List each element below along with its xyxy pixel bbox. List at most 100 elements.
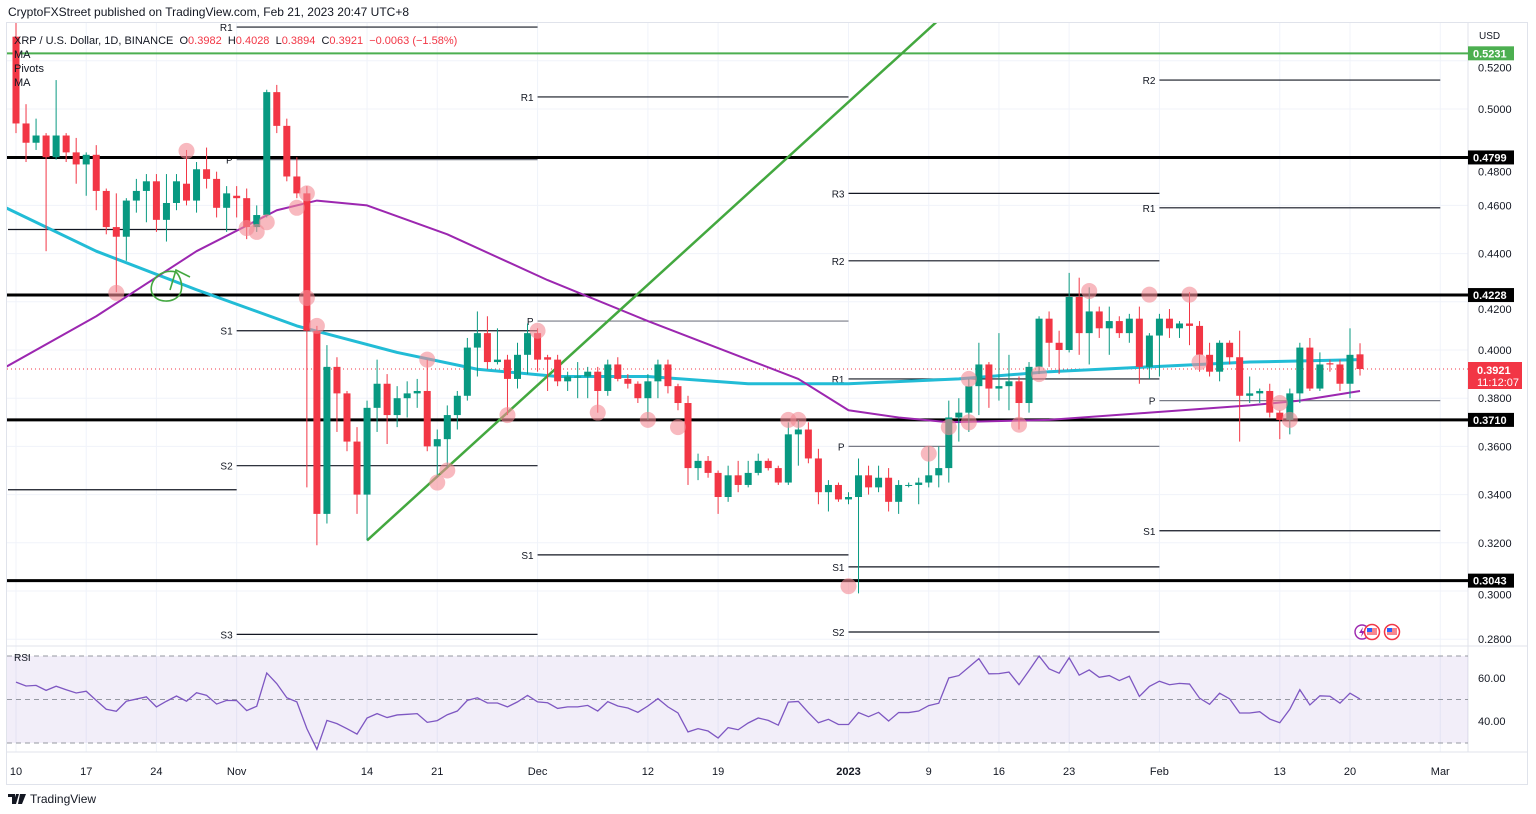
candle-body	[865, 475, 873, 488]
candle-body	[1065, 296, 1073, 350]
candle	[804, 422, 812, 464]
indicator-ma-2[interactable]: MA	[14, 77, 31, 89]
candles	[12, 23, 1364, 594]
candle	[443, 405, 451, 469]
candle-body	[1105, 321, 1113, 329]
candle-body	[22, 123, 30, 143]
candle	[724, 465, 732, 502]
level-badges: 0.5231 0.4799 0.4228 0.3710 0.3043	[1468, 46, 1514, 588]
candle-body	[1346, 354, 1354, 384]
event-icons[interactable]	[1354, 623, 1401, 641]
candle-body	[915, 482, 923, 485]
candle-body	[493, 359, 501, 363]
candle-body	[975, 364, 983, 387]
indicator-pivots[interactable]: Pivots	[14, 63, 44, 75]
pivot-label: R2	[1143, 76, 1156, 87]
candle-body	[1316, 364, 1324, 389]
currency-label: USD	[1479, 31, 1500, 42]
candle	[905, 482, 913, 488]
candle-body	[1045, 318, 1053, 343]
candle-body	[1155, 318, 1163, 336]
chart-legend: XRP / U.S. Dollar, 1D, BINANCE O0.3982 H…	[14, 34, 457, 90]
lightning-glyph	[1359, 627, 1365, 637]
candle	[62, 133, 70, 163]
price-tick-label: 0.5000	[1478, 104, 1512, 116]
candle	[1356, 343, 1364, 376]
candle	[233, 186, 241, 218]
horizontal-levels[interactable]	[7, 52, 1468, 583]
time-axis[interactable]: 10 17 24 Nov 14 21 Dec 12 19 2023 9 16 23 Feb 13 20 Mar	[10, 766, 1450, 778]
candle	[92, 145, 100, 211]
indicator-ma-1[interactable]: MA	[14, 49, 31, 61]
time-tick-label: 9	[926, 766, 932, 778]
candle-body	[895, 484, 903, 502]
candle	[985, 362, 993, 408]
candle	[42, 133, 50, 252]
symbol-row[interactable]: XRP / U.S. Dollar, 1D, BINANCE O0.3982 H…	[14, 34, 457, 48]
candle-body	[313, 330, 321, 514]
touch-marker	[499, 407, 516, 424]
candle	[112, 193, 120, 293]
candle	[72, 137, 80, 184]
candle-body	[694, 460, 702, 469]
candle	[975, 342, 983, 416]
candle	[1065, 272, 1073, 353]
candle	[714, 470, 722, 514]
price-tick-label: 0.4400	[1478, 249, 1512, 261]
candle-body	[875, 477, 883, 488]
pivot-label: P	[838, 442, 845, 453]
time-tick-label: 2023	[836, 766, 860, 778]
candle	[1035, 316, 1043, 375]
time-tick-label: 10	[10, 766, 22, 778]
candle	[403, 381, 411, 418]
candle-body	[1226, 342, 1234, 358]
ascending-trendline[interactable]	[366, 20, 939, 542]
candle	[12, 23, 20, 134]
candle-body	[614, 364, 622, 379]
candle-body	[62, 135, 70, 153]
touch-marker	[248, 223, 265, 240]
price-tick-label: 0.2800	[1478, 634, 1512, 646]
candle-body	[403, 393, 411, 399]
candle	[935, 446, 943, 488]
touch-marker	[1181, 286, 1198, 303]
candle	[514, 342, 521, 389]
candle	[373, 359, 381, 432]
pivot-label: R2	[832, 257, 845, 268]
candle	[203, 147, 211, 189]
candle	[1216, 340, 1224, 382]
candle	[1256, 388, 1264, 404]
touch-marker	[1271, 395, 1288, 412]
candle-body	[373, 383, 381, 408]
chart-frame	[6, 22, 1528, 785]
level-badge	[1468, 288, 1514, 303]
rsi-line	[15, 654, 1361, 752]
pivot-label: R1	[521, 93, 534, 104]
candle	[1226, 340, 1234, 365]
level-badge	[1468, 412, 1514, 427]
candle-body	[393, 398, 401, 416]
bar-countdown: 11:12:07	[1477, 377, 1519, 389]
pivot-label: S1	[521, 551, 534, 562]
candle	[834, 482, 842, 502]
trendline[interactable]	[366, 20, 939, 542]
candle-body	[1286, 393, 1294, 420]
candle	[855, 458, 863, 594]
candle	[744, 460, 752, 488]
time-tick-label: 23	[1063, 766, 1075, 778]
candle	[303, 186, 311, 488]
candle-body	[253, 215, 261, 228]
time-tick-label: Nov	[227, 766, 247, 778]
candle-body	[283, 125, 291, 177]
candle-body	[102, 190, 110, 228]
candle-body	[1035, 318, 1043, 367]
candle	[1306, 337, 1314, 391]
price-axis[interactable]: 0.5200 0.5000 0.4800 0.4600 0.4400 0.4200 0.40…	[1478, 62, 1512, 646]
candle-body	[1145, 335, 1153, 367]
brand-name[interactable]: TradingView	[30, 792, 97, 806]
candle	[885, 468, 893, 512]
candle	[945, 400, 953, 483]
candle	[152, 174, 160, 232]
candle	[1095, 306, 1103, 338]
